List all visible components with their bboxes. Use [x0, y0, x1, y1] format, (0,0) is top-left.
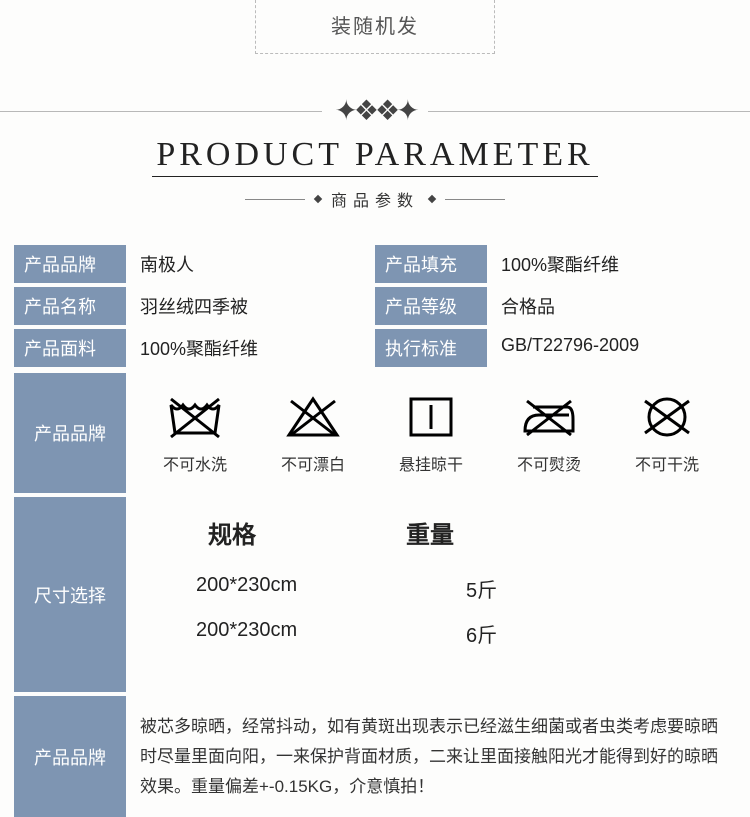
- care-no-dryclean: 不可干洗: [635, 393, 699, 475]
- param-label: 执行标准: [375, 329, 487, 367]
- title-chinese: 商品参数: [331, 187, 419, 211]
- size-table-row: 200*230cm 6斤: [176, 619, 726, 648]
- param-label: 产品填充: [375, 245, 487, 283]
- size-head-spec: 规格: [208, 515, 256, 550]
- ornament-divider: ✦❖❖✦: [0, 94, 750, 128]
- care-section-label: 产品品牌: [14, 373, 126, 493]
- size-weight: 6斤: [466, 619, 497, 648]
- care-hang-dry: 悬挂晾干: [399, 393, 463, 475]
- param-label: 产品名称: [14, 287, 126, 325]
- size-section-label: 尺寸选择: [14, 497, 126, 692]
- title-seg-right: [445, 199, 505, 200]
- care-label: 悬挂晾干: [399, 451, 463, 475]
- size-weight: 5斤: [466, 574, 497, 603]
- title-block: PRODUCT PARAMETER 商品参数: [0, 136, 750, 211]
- size-table-head: 规格 重量: [176, 515, 726, 550]
- notes-section-label: 产品品牌: [14, 696, 126, 817]
- title-english: PRODUCT PARAMETER: [152, 136, 597, 177]
- divider-line-right: [428, 111, 750, 112]
- care-no-iron: 不可熨烫: [517, 393, 581, 475]
- size-table: 规格 重量 200*230cm 5斤 200*230cm 6斤: [126, 497, 736, 692]
- care-no-bleach: 不可漂白: [281, 393, 345, 475]
- care-no-wash: 不可水洗: [163, 393, 227, 475]
- title-chinese-row: 商品参数: [0, 187, 750, 211]
- title-dot-left: [314, 195, 322, 203]
- care-label: 不可漂白: [281, 451, 345, 475]
- random-pack-chip: 装随机发: [255, 0, 495, 54]
- param-value: 合格品: [487, 287, 736, 325]
- param-value: 100%聚酯纤维: [126, 329, 375, 367]
- param-value: 100%聚酯纤维: [487, 245, 736, 283]
- param-value: GB/T22796-2009: [487, 329, 736, 367]
- param-label: 产品品牌: [14, 245, 126, 283]
- param-value: 南极人: [126, 245, 375, 283]
- title-dot-right: [428, 195, 436, 203]
- no-wash-icon: [164, 393, 226, 441]
- notes-text: 被芯多晾晒，经常抖动，如有黄斑出现表示已经滋生细菌或者虫类考虑要晾晒时尽量里面向…: [126, 696, 736, 817]
- parameter-grid: 产品品牌 南极人 产品填充 100%聚酯纤维 产品名称 羽丝绒四季被 产品等级 …: [0, 245, 750, 367]
- ornament-icon: ✦❖❖✦: [334, 94, 415, 128]
- care-label: 不可干洗: [635, 451, 699, 475]
- param-label: 产品等级: [375, 287, 487, 325]
- care-label: 不可熨烫: [517, 451, 581, 475]
- size-spec: 200*230cm: [196, 574, 346, 603]
- care-label: 不可水洗: [163, 451, 227, 475]
- title-seg-left: [245, 199, 305, 200]
- size-head-weight: 重量: [406, 515, 454, 550]
- care-icons-row: 不可水洗 不可漂白 悬挂晾干 不可熨烫: [126, 373, 736, 493]
- size-table-row: 200*230cm 5斤: [176, 574, 726, 603]
- no-dryclean-icon: [636, 393, 698, 441]
- size-row: 尺寸选择 规格 重量 200*230cm 5斤 200*230cm 6斤: [0, 497, 750, 692]
- care-row: 产品品牌 不可水洗 不可漂白 悬挂晾干: [0, 373, 750, 493]
- notes-row: 产品品牌 被芯多晾晒，经常抖动，如有黄斑出现表示已经滋生细菌或者虫类考虑要晾晒时…: [0, 696, 750, 817]
- hang-dry-icon: [400, 393, 462, 441]
- param-value: 羽丝绒四季被: [126, 287, 375, 325]
- divider-line-left: [0, 111, 322, 112]
- size-spec: 200*230cm: [196, 619, 346, 648]
- no-iron-icon: [518, 393, 580, 441]
- no-bleach-icon: [282, 393, 344, 441]
- param-label: 产品面料: [14, 329, 126, 367]
